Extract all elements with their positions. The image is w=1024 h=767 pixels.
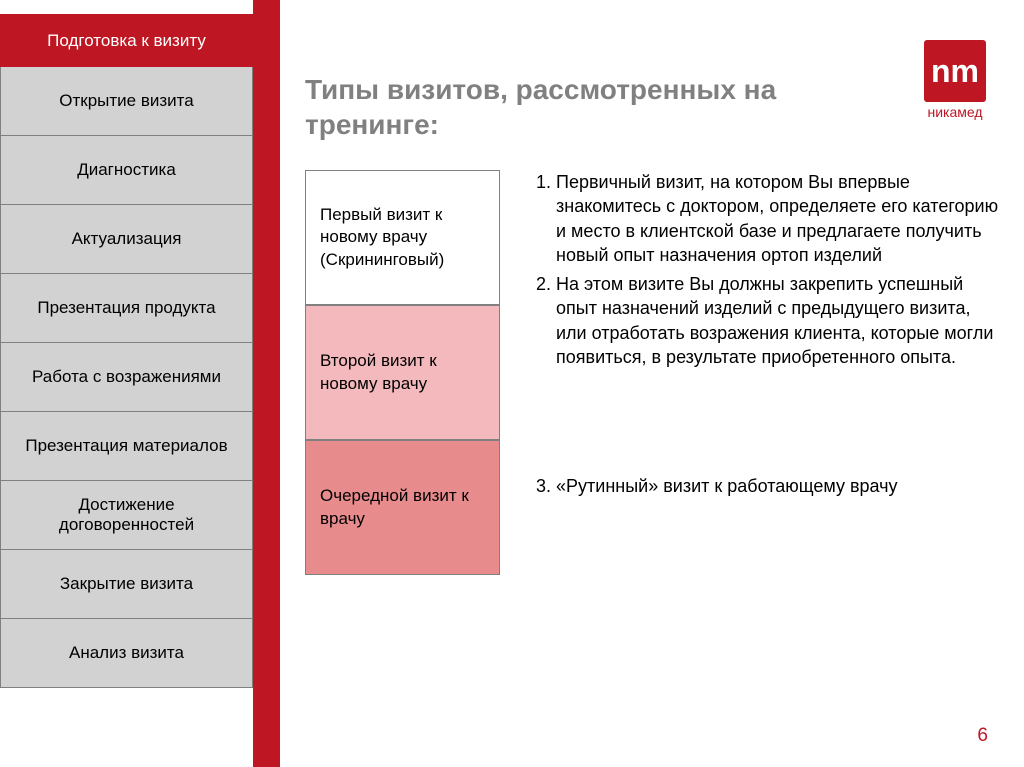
sidebar-item-prep: Подготовка к визиту xyxy=(0,14,253,67)
sidebar-label: Подготовка к визиту xyxy=(47,31,206,51)
page-title: Типы визитов, рассмотренных на тренинге: xyxy=(305,72,845,142)
sidebar-label: Презентация продукта xyxy=(37,298,215,318)
card-text: Второй визит к новому врачу xyxy=(320,350,485,394)
card-text: Первый визит к новому врачу (Скрининговы… xyxy=(320,204,485,270)
list-item-2: На этом визите Вы должны закрепить успеш… xyxy=(556,272,1005,370)
sidebar-item-close: Закрытие визита xyxy=(0,550,253,619)
sidebar-label: Актуализация xyxy=(72,229,182,249)
sidebar-label: Открытие визита xyxy=(59,91,193,111)
sidebar-label: Достижение договоренностей xyxy=(11,495,242,535)
visit-card-1: Первый визит к новому врачу (Скрининговы… xyxy=(305,170,500,305)
numbered-list-2: «Рутинный» визит к работающему врачу xyxy=(530,474,1005,498)
sidebar-item-materials: Презентация материалов xyxy=(0,412,253,481)
sidebar-item-diag: Диагностика xyxy=(0,136,253,205)
sidebar-label: Анализ визита xyxy=(69,643,184,663)
sidebar-label: Закрытие визита xyxy=(60,574,193,594)
card-column: Первый визит к новому врачу (Скрининговы… xyxy=(305,170,500,575)
sidebar-item-object: Работа с возражениями xyxy=(0,343,253,412)
list-item-3: «Рутинный» визит к работающему врачу xyxy=(556,474,1005,498)
sidebar-item-analysis: Анализ визита xyxy=(0,619,253,688)
accent-strip xyxy=(253,0,280,767)
list-item-1: Первичный визит, на котором Вы впервые з… xyxy=(556,170,1005,268)
main-content: Типы визитов, рассмотренных на тренинге:… xyxy=(305,0,1005,575)
visit-card-2: Второй визит к новому врачу xyxy=(305,305,500,440)
sidebar: Подготовка к визиту Открытие визита Диаг… xyxy=(0,14,253,688)
sidebar-label: Работа с возражениями xyxy=(32,367,221,387)
card-text: Очередной визит к врачу xyxy=(320,485,485,529)
numbered-list: Первичный визит, на котором Вы впервые з… xyxy=(530,170,1005,370)
sidebar-label: Диагностика xyxy=(77,160,176,180)
sidebar-label: Презентация материалов xyxy=(25,436,227,456)
sidebar-item-actual: Актуализация xyxy=(0,205,253,274)
body-row: Первый визит к новому врачу (Скрининговы… xyxy=(305,170,1005,575)
page-number: 6 xyxy=(977,725,988,747)
sidebar-item-open: Открытие визита xyxy=(0,67,253,136)
sidebar-item-product: Презентация продукта xyxy=(0,274,253,343)
sidebar-item-agree: Достижение договоренностей xyxy=(0,481,253,550)
list-column: Первичный визит, на котором Вы впервые з… xyxy=(530,170,1005,502)
visit-card-3: Очередной визит к врачу xyxy=(305,440,500,575)
